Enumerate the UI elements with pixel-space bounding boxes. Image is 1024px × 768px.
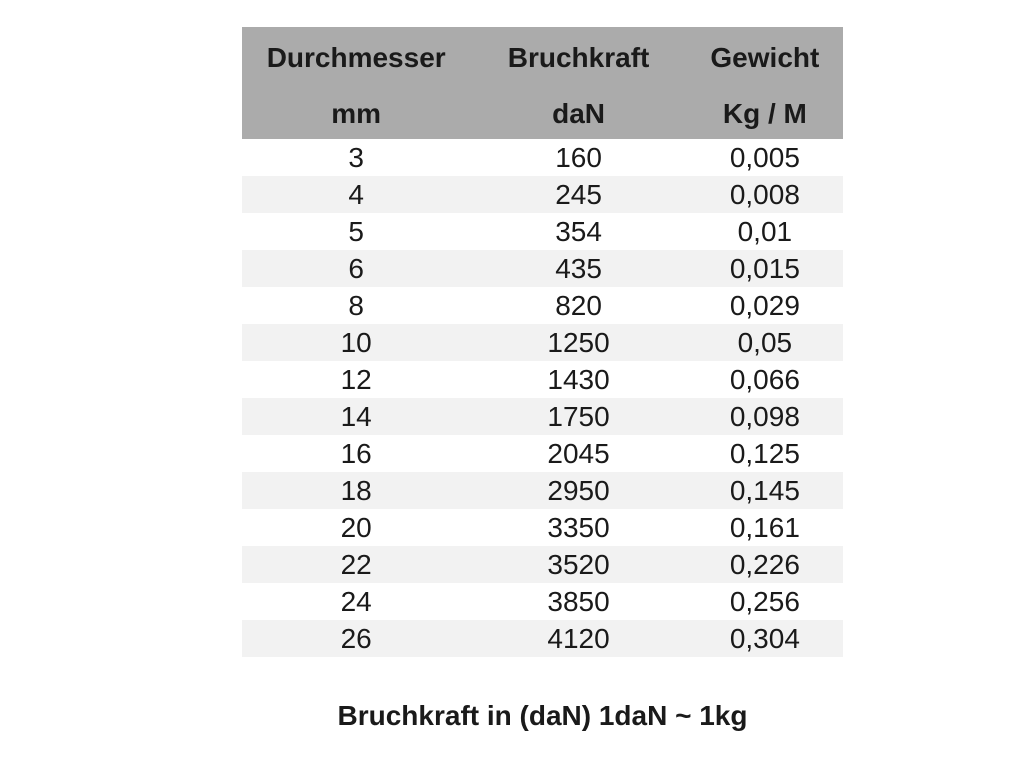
cell-dan: 3850	[547, 585, 610, 617]
table-row: 24 3850 0,256	[242, 583, 843, 620]
header-gewicht: Gewicht	[686, 27, 843, 89]
table-row: 26 4120 0,304	[242, 620, 843, 657]
cell-kg-m: 0,015	[686, 250, 843, 287]
table-row: 20 3350 0,161	[242, 509, 843, 546]
cell-dan: 160	[555, 141, 602, 173]
cell-mm: 16	[340, 437, 372, 469]
cell-mm: 20	[340, 511, 372, 543]
table-caption: Bruchkraft in (daN) 1daN ~ 1kg	[337, 700, 748, 731]
cell-kg-m: 0,008	[686, 176, 843, 213]
header-unit-kg-m: Kg / M	[686, 89, 843, 139]
cell-dan: 3520	[470, 546, 687, 583]
cell-mm: 14	[242, 398, 471, 435]
cell-dan: 4120	[470, 620, 687, 657]
table-row: 10 1250 0,05	[242, 324, 843, 361]
header-unit-mm: mm	[242, 89, 471, 139]
cell-kg-m: 0,066	[729, 363, 800, 395]
cell-kg-m: 0,161	[729, 511, 800, 543]
cell-dan: 1750	[470, 398, 687, 435]
table-row: 22 3520 0,226	[242, 546, 843, 583]
cell-kg-m: 0,01	[737, 215, 793, 247]
cell-dan: 245	[470, 176, 687, 213]
header-durchmesser: Durchmesser	[242, 27, 471, 89]
header-unit-row: mm daN Kg / M	[242, 89, 843, 139]
cell-dan: 1430	[547, 363, 610, 395]
cell-kg-m: 0,304	[686, 620, 843, 657]
table-row: 4 245 0,008	[242, 176, 843, 213]
cell-mm: 18	[242, 472, 471, 509]
cell-kg-m: 0,029	[729, 289, 800, 321]
table-row: 6 435 0,015	[242, 250, 843, 287]
cell-mm: 3	[348, 141, 364, 173]
cell-dan: 1250	[470, 324, 687, 361]
cell-dan: 3350	[547, 511, 610, 543]
cell-mm: 24	[340, 585, 372, 617]
cell-mm: 22	[242, 546, 471, 583]
cell-mm: 5	[348, 215, 364, 247]
cell-mm: 12	[340, 363, 372, 395]
cell-mm: 10	[242, 324, 471, 361]
table-row: 5 354 0,01	[242, 213, 843, 250]
table-body: 3 160 0,005 4 245 0,008 5 354 0,01 6 435…	[242, 139, 843, 657]
table-row: 3 160 0,005	[242, 139, 843, 176]
table-header: Durchmesser Bruchkraft Gewicht mm daN Kg…	[242, 27, 843, 139]
cell-kg-m: 0,05	[686, 324, 843, 361]
cell-mm: 6	[242, 250, 471, 287]
cell-mm: 4	[242, 176, 471, 213]
cell-kg-m: 0,005	[729, 141, 800, 173]
cell-kg-m: 0,125	[729, 437, 800, 469]
cell-mm: 26	[242, 620, 471, 657]
table-row: 12 1430 0,066	[242, 361, 843, 398]
cell-kg-m: 0,098	[686, 398, 843, 435]
header-unit-dan: daN	[470, 89, 687, 139]
table-row: 14 1750 0,098	[242, 398, 843, 435]
table-row: 16 2045 0,125	[242, 435, 843, 472]
table-row: 8 820 0,029	[242, 287, 843, 324]
cell-kg-m: 0,145	[686, 472, 843, 509]
header-title-row: Durchmesser Bruchkraft Gewicht	[242, 27, 843, 89]
cell-kg-m: 0,226	[686, 546, 843, 583]
cell-dan: 354	[555, 215, 602, 247]
cell-dan: 435	[470, 250, 687, 287]
cell-dan: 820	[555, 289, 602, 321]
rope-spec-table: Durchmesser Bruchkraft Gewicht mm daN Kg…	[242, 27, 843, 657]
table-row: 18 2950 0,145	[242, 472, 843, 509]
header-bruchkraft: Bruchkraft	[470, 27, 687, 89]
cell-dan: 2950	[470, 472, 687, 509]
cell-mm: 8	[348, 289, 364, 321]
cell-kg-m: 0,256	[729, 585, 800, 617]
cell-dan: 2045	[547, 437, 610, 469]
